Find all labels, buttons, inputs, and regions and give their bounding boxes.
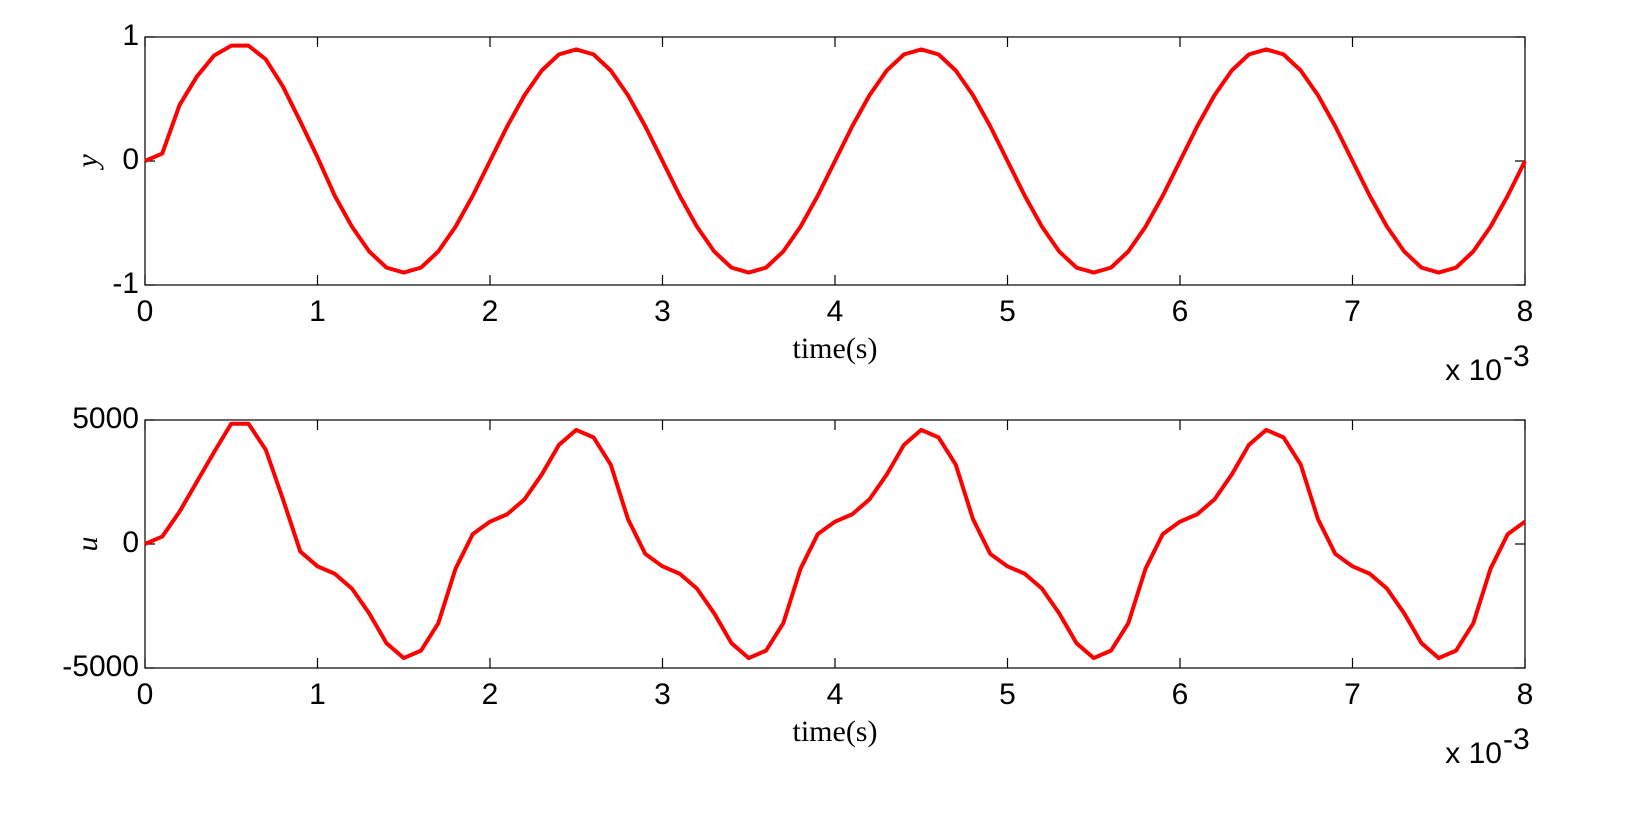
y-tick-label: -1 (112, 267, 139, 300)
y-tick-label: 0 (122, 526, 139, 559)
data-line (144, 421, 1527, 661)
y-axis-label: y (71, 154, 104, 171)
x-tick-label: 8 (1517, 295, 1534, 328)
x-tick-label: 1 (309, 678, 326, 711)
x-tick-label: 4 (827, 295, 844, 328)
x-tick-label: 3 (654, 295, 671, 328)
y-tick-label: 0 (122, 143, 139, 176)
x-multiplier: x 10 (1445, 354, 1502, 387)
x-tick-label: 8 (1517, 678, 1534, 711)
x-tick-label: 0 (137, 678, 154, 711)
x-tick-label: 0 (137, 295, 154, 328)
y-tick-label: -5000 (62, 650, 139, 683)
y-tick-label: 1 (122, 19, 139, 52)
x-tick-label: 4 (827, 678, 844, 711)
x-tick-label: 2 (482, 295, 499, 328)
x-axis-label: time(s) (793, 715, 878, 748)
x-tick-label: 6 (1172, 295, 1189, 328)
y-axis-label: u (71, 537, 104, 552)
x-tick-label: 5 (999, 295, 1016, 328)
y-tick-label: 5000 (72, 402, 139, 435)
x-exponent: -3 (1503, 723, 1530, 756)
axes-box (144, 419, 1526, 669)
x-tick-label: 1 (309, 295, 326, 328)
x-tick-label: 2 (482, 678, 499, 711)
x-axis-label: time(s) (793, 332, 878, 365)
data-line (144, 43, 1527, 275)
x-exponent: -3 (1503, 340, 1530, 373)
x-multiplier: x 10 (1445, 737, 1502, 770)
x-tick-label: 3 (654, 678, 671, 711)
x-tick-label: 7 (1344, 295, 1361, 328)
x-tick-label: 7 (1344, 678, 1361, 711)
x-tick-label: 5 (999, 678, 1016, 711)
x-tick-label: 6 (1172, 678, 1189, 711)
